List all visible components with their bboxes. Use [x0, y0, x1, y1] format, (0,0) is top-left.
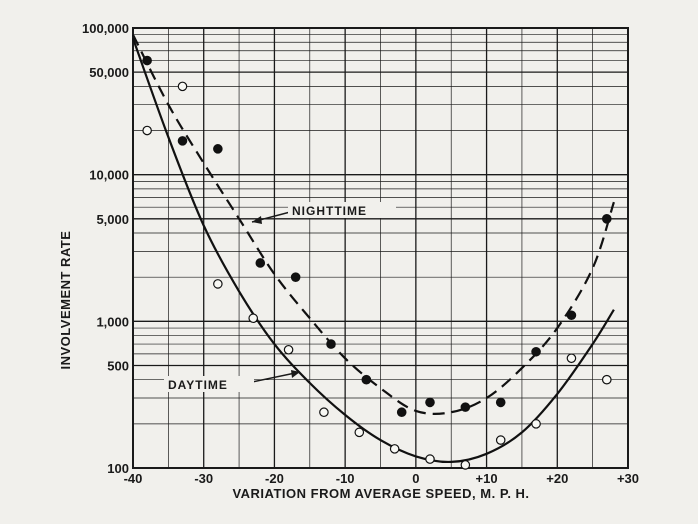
daytime-curve: [131, 38, 615, 464]
nighttime-point: [566, 310, 577, 321]
x-axis-label: VARIATION FROM AVERAGE SPEED, M. P. H.: [232, 486, 529, 501]
y-axis-label: INVOLVEMENT RATE: [58, 231, 73, 370]
x-tick-label: +10: [476, 471, 498, 486]
daytime-point: [319, 407, 329, 418]
daytime-point: [495, 435, 506, 445]
nighttime-point: [213, 144, 223, 154]
y-tick-label: 100: [107, 461, 129, 476]
x-tick-label: +30: [617, 471, 639, 486]
daytime-annotation: DAYTIME: [164, 370, 301, 392]
x-tick-label: 0: [412, 471, 419, 486]
y-tick-label: 100,000: [82, 21, 129, 36]
nighttime-point: [396, 407, 407, 418]
nighttime-point: [495, 397, 506, 408]
nighttime-point: [255, 258, 266, 268]
series-curves: [131, 34, 615, 464]
nighttime-label: NIGHTTIME: [292, 204, 367, 218]
x-tick-label: -30: [194, 471, 213, 486]
daytime-point: [354, 427, 365, 438]
x-tick-label: -40: [124, 471, 143, 486]
grid: [132, 28, 629, 469]
y-tick-label: 1,000: [96, 314, 129, 329]
y-tick-label: 10,000: [89, 168, 129, 183]
daytime-point: [460, 460, 471, 470]
daytime-point: [601, 374, 612, 385]
x-tick-label: +20: [546, 471, 568, 486]
daytime-point: [425, 454, 435, 464]
daytime-point: [142, 125, 152, 136]
tick-labels: -40 -30 -20 -10 0 +10 +20 +30 100 500 1,000 5,000 10…: [82, 21, 639, 486]
nighttime-point: [142, 55, 152, 66]
daytime-point: [389, 444, 400, 454]
nighttime-point: [601, 214, 612, 224]
nighttime-annotation: NIGHTTIME: [251, 202, 396, 224]
daytime-point: [566, 353, 577, 364]
nighttime-curve: [132, 34, 615, 415]
y-tick-label: 500: [107, 358, 129, 373]
nighttime-point: [531, 346, 541, 357]
nighttime-point: [326, 339, 336, 349]
plot-border: [132, 27, 629, 469]
plot-frame: [132, 27, 629, 469]
data-points: [142, 55, 612, 470]
daytime-point: [213, 279, 223, 289]
nighttime-point: [177, 136, 188, 146]
daytime-label: DAYTIME: [168, 378, 228, 392]
y-tick-label: 5,000: [96, 212, 129, 227]
nighttime-point: [361, 374, 372, 385]
nighttime-point: [460, 402, 471, 412]
x-tick-label: -20: [265, 471, 284, 486]
x-tick-label: -10: [336, 471, 355, 486]
nighttime-point: [425, 397, 435, 408]
nighttime-point: [290, 272, 301, 282]
y-tick-label: 50,000: [89, 65, 129, 80]
daytime-point: [248, 313, 259, 324]
daytime-point: [531, 419, 541, 429]
daytime-point: [283, 344, 294, 355]
daytime-point: [177, 81, 188, 92]
